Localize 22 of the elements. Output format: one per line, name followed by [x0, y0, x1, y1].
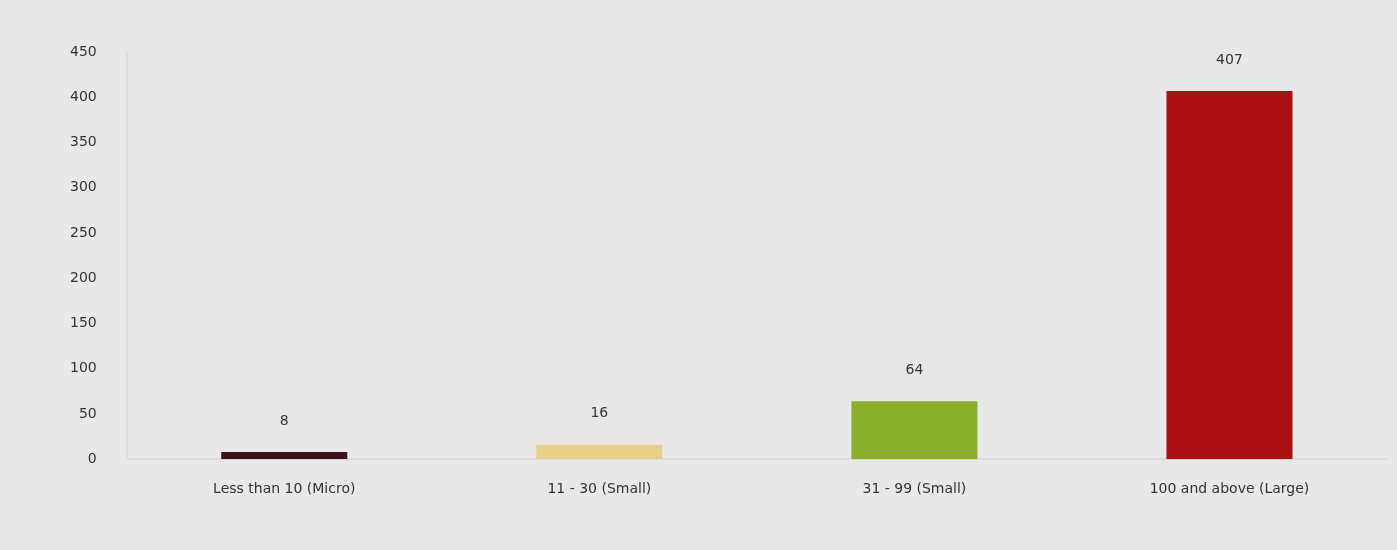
y-tick-label: 100 [69, 359, 97, 376]
y-tick-label: 150 [69, 314, 97, 331]
data-label: 8 [279, 411, 289, 428]
y-tick-label: 350 [69, 133, 97, 150]
data-label: 16 [590, 404, 609, 421]
y-tick-label: 400 [69, 87, 97, 104]
y-tick-label: 300 [69, 178, 97, 195]
data-label: 64 [905, 360, 924, 377]
y-tick-label: 50 [78, 404, 97, 421]
y-tick-label: 200 [69, 268, 97, 285]
bar [536, 444, 663, 460]
x-tick-label: 11 - 30 (Small) [547, 480, 652, 497]
x-tick-label: 100 and above (Large) [1149, 480, 1310, 497]
bar [221, 451, 348, 460]
data-label: 407 [1216, 50, 1243, 67]
y-tick-label: 450 [69, 42, 97, 59]
y-tick-label: 0 [87, 449, 97, 466]
bar [851, 401, 978, 460]
x-tick-label: 31 - 99 (Small) [862, 480, 967, 497]
y-tick-label: 250 [69, 223, 97, 240]
bar [1166, 90, 1293, 460]
x-tick-label: Less than 10 (Micro) [213, 480, 356, 497]
